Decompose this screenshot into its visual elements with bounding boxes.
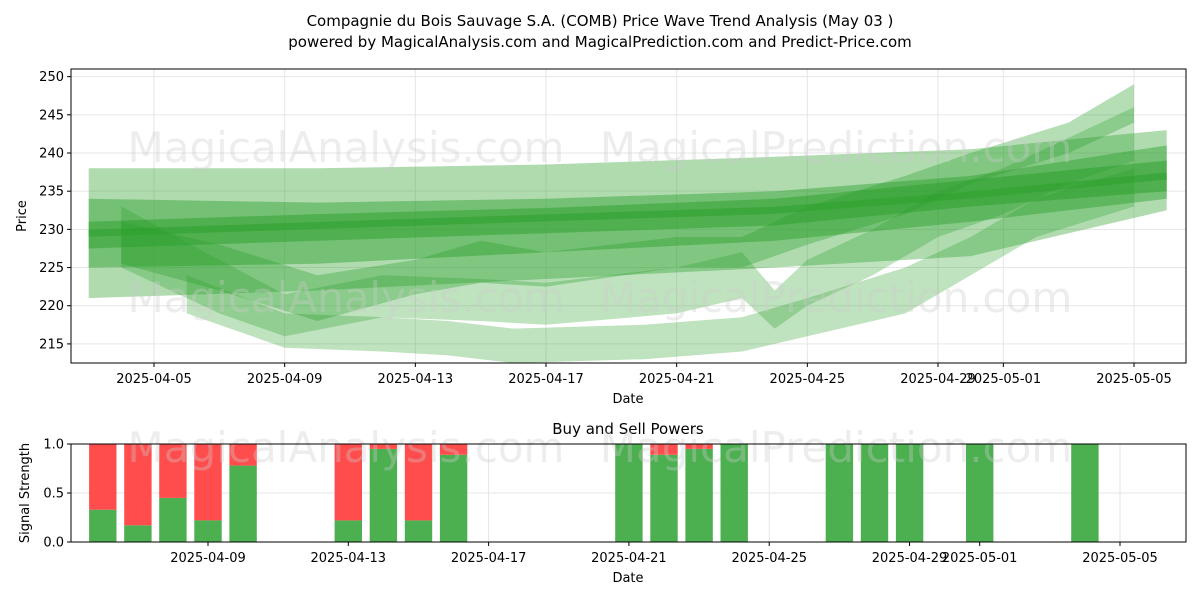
signal-y-tick-label: 0.0 — [43, 536, 64, 551]
signal-x-tick-label: 2025-05-01 — [942, 551, 1018, 566]
signal-y-axis-label: Signal Strength — [18, 443, 33, 543]
signal-y-tick-label: 0.5 — [43, 487, 64, 502]
price-wave-band — [121, 107, 1135, 337]
signal-watermarks: MagicalAnalysis.com MagicalPrediction.com — [128, 423, 1073, 472]
buy-power-bar — [650, 454, 678, 542]
price-panel: MagicalAnalysis.com MagicalPrediction.com… — [15, 68, 1187, 407]
price-x-tick-label: 2025-04-05 — [116, 372, 192, 387]
signal-chart-title: Buy and Sell Powers — [552, 420, 704, 438]
signal-bars — [89, 444, 1099, 542]
price-y-tick-label: 245 — [39, 108, 64, 123]
sell-power-bar — [194, 444, 222, 521]
price-y-tick-label: 220 — [39, 299, 64, 314]
price-y-ticks: 215 220 225 230 235 240 245 250 — [39, 70, 71, 352]
buy-power-bar — [825, 444, 854, 542]
signal-panel: Buy and Sell Powers MagicalAnalysis.com M… — [18, 420, 1187, 586]
buy-power-bar — [89, 509, 117, 542]
price-y-tick-label: 250 — [39, 70, 64, 85]
buy-power-bar — [720, 444, 748, 542]
price-x-tick-label: 2025-04-13 — [378, 372, 454, 387]
signal-x-tick-label: 2025-04-25 — [731, 551, 807, 566]
price-x-ticks: 2025-04-05 2025-04-09 2025-04-13 2025-04-17… — [116, 363, 1172, 387]
buy-power-bar — [334, 520, 362, 542]
signal-x-tick-label: 2025-04-21 — [591, 551, 667, 566]
price-x-tick-label: 2025-04-25 — [770, 372, 846, 387]
buy-power-bar — [404, 520, 433, 542]
price-y-tick-label: 225 — [39, 261, 64, 276]
price-x-tick-label: 2025-05-01 — [966, 372, 1042, 387]
chart-title-line1: Compagnie du Bois Sauvage S.A. (COMB) Pr… — [307, 12, 894, 30]
buy-power-bar — [159, 497, 187, 542]
price-x-tick-label: 2025-05-05 — [1096, 372, 1172, 387]
price-y-tick-label: 240 — [39, 147, 64, 162]
signal-x-tick-label: 2025-04-29 — [872, 551, 948, 566]
price-watermark: MagicalAnalysis.com — [128, 273, 565, 322]
signal-watermark: MagicalPrediction.com — [600, 423, 1073, 472]
sell-power-bar — [334, 444, 362, 521]
signal-y-tick-label: 1.0 — [43, 438, 64, 453]
price-center-line — [88, 172, 1168, 237]
price-bands — [88, 84, 1168, 363]
price-y-tick-label: 235 — [39, 185, 64, 200]
sell-power-bar — [685, 444, 713, 449]
signal-x-tick-label: 2025-05-05 — [1082, 551, 1158, 566]
sell-power-bar — [404, 444, 433, 521]
price-wave-band — [186, 168, 1134, 363]
buy-power-bar — [685, 448, 713, 542]
price-watermark: MagicalAnalysis.com — [128, 123, 565, 172]
signal-x-ticks: 2025-04-09 2025-04-13 2025-04-17 2025-04-21… — [170, 542, 1158, 566]
sell-power-bar — [229, 444, 257, 466]
price-x-tick-label: 2025-04-09 — [247, 372, 323, 387]
signal-y-ticks: 0.0 0.5 1.0 — [43, 438, 71, 551]
price-y-tick-label: 215 — [39, 337, 64, 352]
sell-power-bar — [650, 444, 678, 455]
price-y-axis-label: Price — [15, 200, 30, 232]
chart-title-line2: powered by MagicalAnalysis.com and Magic… — [288, 33, 912, 51]
signal-x-tick-label: 2025-04-13 — [311, 551, 387, 566]
buy-power-bar — [229, 465, 257, 542]
price-plot-frame — [70, 68, 1187, 364]
buy-power-bar — [439, 454, 468, 542]
price-watermark: MagicalPrediction.com — [600, 123, 1073, 172]
price-x-axis-label: Date — [612, 392, 643, 407]
sell-power-bar — [369, 444, 398, 449]
price-y-tick-label: 230 — [39, 223, 64, 238]
buy-power-bar — [1071, 444, 1099, 542]
signal-watermark: MagicalAnalysis.com — [128, 423, 565, 472]
price-x-tick-label: 2025-04-21 — [639, 372, 715, 387]
price-x-tick-label: 2025-04-29 — [900, 372, 976, 387]
buy-power-bar — [895, 444, 924, 542]
sell-power-bar — [439, 444, 468, 455]
buy-power-bar — [860, 444, 889, 542]
price-watermarks: MagicalAnalysis.com MagicalPrediction.com… — [128, 123, 1073, 322]
price-wave-band — [121, 84, 1135, 321]
buy-power-bar — [966, 444, 994, 542]
buy-power-bar — [124, 525, 152, 542]
price-x-tick-label: 2025-04-17 — [508, 372, 584, 387]
signal-x-tick-label: 2025-04-09 — [170, 551, 246, 566]
sell-power-bar — [89, 444, 117, 510]
buy-power-bar — [194, 520, 222, 542]
signal-x-axis-label: Date — [612, 571, 643, 586]
sell-power-bar — [124, 444, 152, 526]
price-watermark: MagicalPrediction.com — [600, 273, 1073, 322]
buy-power-bar — [615, 444, 643, 542]
signal-x-tick-label: 2025-04-17 — [451, 551, 527, 566]
buy-power-bar — [369, 448, 398, 542]
sell-power-bar — [159, 444, 187, 498]
